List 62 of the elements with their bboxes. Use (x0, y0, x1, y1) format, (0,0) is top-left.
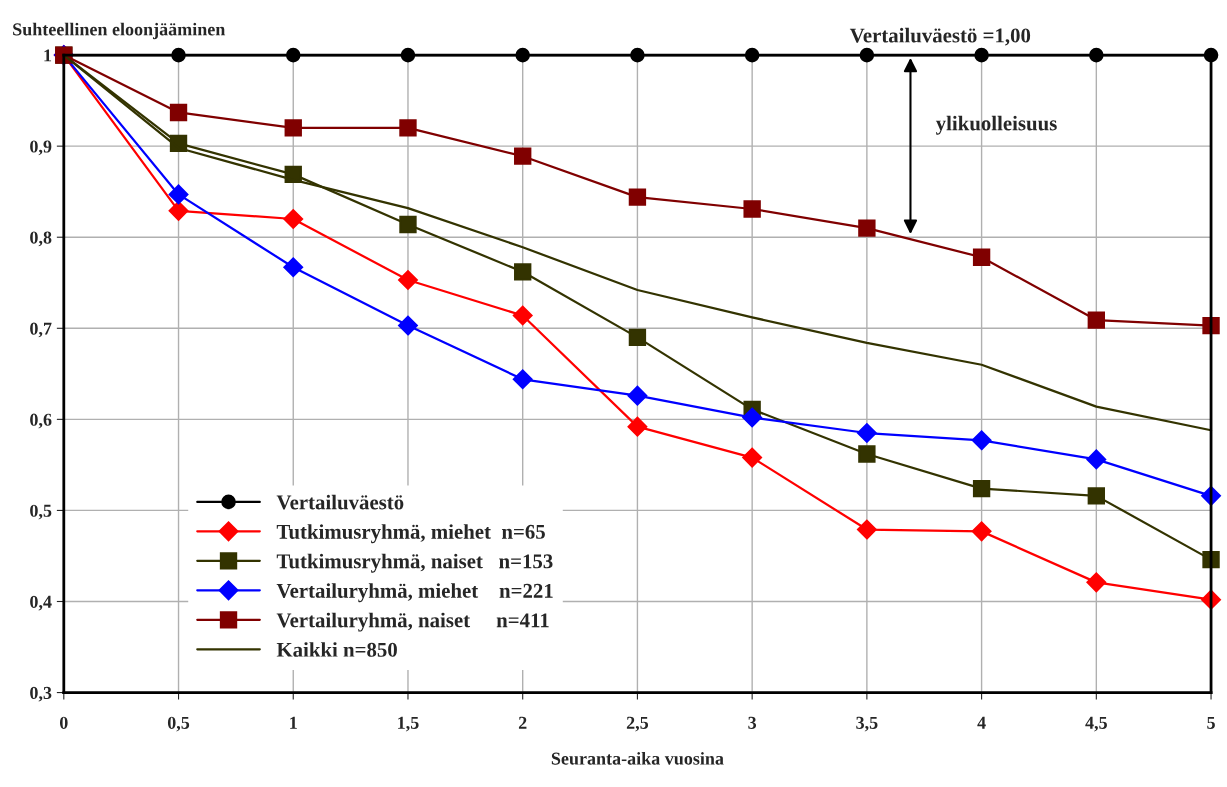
y-tick-label: 0,8 (30, 231, 52, 247)
legend-label: Vertailuryhmä, miehet n=221 (276, 583, 553, 603)
point (512, 369, 533, 390)
point (857, 519, 877, 540)
x-tick-label: 0,5 (167, 716, 190, 732)
point (1087, 311, 1105, 329)
point (398, 270, 418, 290)
x-tick-label: 5 (1207, 716, 1215, 729)
x-tick-label: 3 (748, 716, 757, 729)
point (169, 103, 188, 122)
x-tick-label: 2 (518, 716, 527, 729)
annotation: ylikuolleisuus (935, 115, 1057, 135)
point (512, 305, 533, 326)
point (743, 200, 761, 218)
y-tick-label: 1 (44, 49, 52, 62)
point (857, 423, 877, 443)
legend-label: Vertailuryhmä, naiset n=411 (276, 612, 549, 632)
x-tick-label: 1 (290, 716, 297, 729)
point (742, 407, 763, 428)
point (971, 430, 992, 451)
legend-label: Tutkimusryhmä, miehet n=65 (276, 524, 545, 544)
point (627, 385, 648, 406)
x-tick-label: 4 (977, 716, 986, 729)
point (168, 200, 189, 221)
y-tick-label: 0,5 (30, 504, 52, 520)
x-tick-label: 0 (59, 716, 68, 729)
legend-label: Tutkimusryhmä, naiset n=153 (276, 553, 553, 573)
point (398, 315, 418, 336)
point (1087, 487, 1105, 505)
y-axis-title: Suhteellinen eloonjääminen (13, 22, 226, 40)
y-tick-label: 0,3 (30, 686, 52, 702)
point (1086, 449, 1107, 470)
x-tick-label: 3,5 (856, 716, 878, 732)
point (971, 521, 992, 542)
y-tick-label: 0,7 (30, 322, 52, 338)
point (972, 479, 991, 498)
point (972, 248, 991, 266)
point (628, 188, 647, 206)
y-tick-label: 0,4 (30, 595, 52, 611)
annotation: Vertailuväestö =1,00 (849, 27, 1031, 46)
x-tick-label: 1,5 (398, 716, 419, 732)
legend-label: Vertailuväestö (276, 494, 404, 510)
y-tick-label: 0,6 (30, 413, 52, 429)
x-tick-label: 4,5 (1085, 716, 1107, 732)
point (514, 263, 532, 281)
x-axis-title: Seuranta-aika vuosina (551, 751, 724, 765)
point (514, 147, 532, 165)
point (284, 119, 302, 137)
legend-label: Kaikki n=850 (276, 642, 397, 657)
point (627, 416, 648, 437)
point (283, 209, 304, 229)
point (628, 328, 647, 347)
point (168, 184, 189, 205)
y-tick-label: 0,9 (30, 140, 52, 156)
point (399, 215, 417, 234)
point (858, 219, 876, 237)
point (742, 447, 763, 468)
point (283, 257, 304, 278)
point (399, 119, 417, 137)
point (858, 445, 876, 463)
x-tick-label: 2,5 (626, 716, 649, 732)
point (1086, 572, 1107, 593)
